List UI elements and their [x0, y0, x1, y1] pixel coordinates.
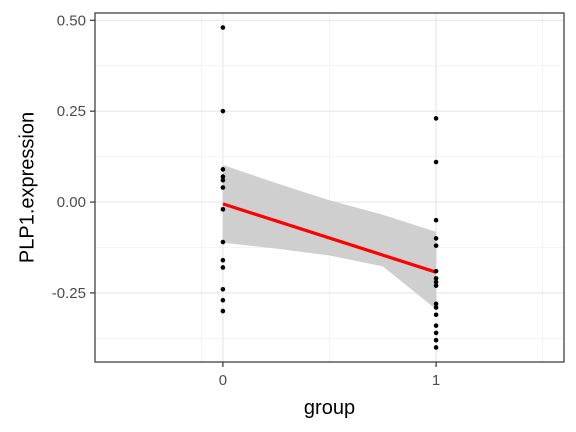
data-point [220, 25, 226, 30]
y-tick-label: 0.25 [57, 103, 86, 120]
data-point [220, 108, 226, 114]
data-point [433, 159, 439, 165]
data-point [433, 243, 439, 248]
data-point [220, 257, 226, 263]
data-point [433, 283, 439, 288]
data-point [433, 279, 439, 285]
fit-line-layer [222, 202, 437, 274]
data-point [220, 177, 226, 183]
data-point [433, 323, 439, 328]
x-tick-label: 1 [432, 372, 440, 389]
data-point [220, 297, 226, 303]
data-point [433, 276, 439, 281]
data-point [433, 337, 439, 343]
data-point [220, 308, 226, 314]
data-point [433, 116, 439, 121]
y-tick-label: -0.25 [52, 285, 86, 302]
x-axis-title: group [304, 397, 355, 419]
y-axis-title: PLP1.expression [16, 112, 38, 263]
data-point [220, 265, 226, 270]
data-point [433, 330, 439, 336]
y-tick-label: 0.50 [57, 12, 86, 29]
x-tick-label: 0 [219, 372, 227, 389]
data-point [220, 286, 226, 292]
data-point [433, 345, 439, 350]
data-point [220, 167, 226, 172]
data-point [433, 236, 439, 241]
data-point [433, 217, 439, 223]
data-point [220, 185, 226, 190]
y-tick-label: 0.00 [57, 194, 86, 211]
regression-line [222, 202, 437, 274]
data-point [220, 239, 226, 245]
data-point [433, 301, 439, 307]
data-point [433, 268, 439, 274]
data-point [220, 207, 226, 212]
data-point [220, 174, 226, 179]
data-point [433, 305, 439, 310]
axes: 0.50 0.25 0.00 -0.25 0 1 [52, 12, 440, 389]
data-points [220, 25, 439, 350]
panel-border [94, 12, 565, 363]
data-point [433, 312, 439, 318]
